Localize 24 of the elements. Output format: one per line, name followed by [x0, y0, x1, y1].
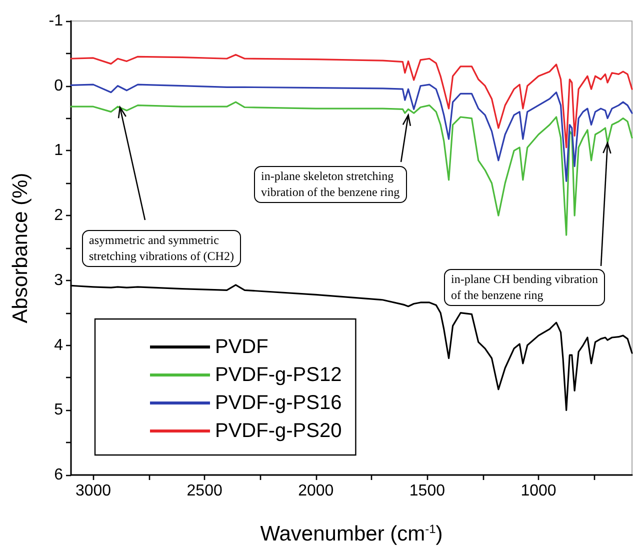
legend-label: PVDF-g-PS20 — [215, 420, 342, 442]
x-tick-label: 3000 — [75, 482, 112, 500]
line-series — [70, 84, 633, 182]
legend-label: PVDF-g-PS12 — [215, 364, 342, 386]
y-tick-label: 2 — [54, 207, 64, 224]
x-tick-label: 1000 — [520, 482, 556, 500]
x-tick-label: 2000 — [298, 482, 334, 500]
legend-label: PVDF-g-PS16 — [215, 392, 342, 414]
y-tick-label: 3 — [54, 272, 64, 289]
note-box: in-plane CH bending vibration of the benzene ring — [444, 269, 605, 306]
y-tick-label: 5 — [54, 402, 64, 419]
y-tick-label: 6 — [54, 466, 64, 484]
y-tick-label: -1 — [48, 12, 64, 30]
x-tick-label: 2500 — [186, 482, 222, 500]
x-tick-label: 1500 — [409, 482, 446, 500]
line-series — [70, 101, 633, 236]
y-tick-label: 1 — [54, 142, 64, 160]
note-box: in-plane skeleton stretching vibration of the benzene ring — [254, 166, 407, 204]
line-series — [70, 54, 633, 148]
y-tick-label: 0 — [54, 77, 64, 94]
legend-label: PVDF — [215, 336, 268, 358]
y-axis-title: Absorbance (%) — [9, 172, 32, 324]
y-tick-label: 4 — [54, 336, 64, 354]
note-box: asymmetric and symmetric stretching vibrations of (CH2) — [82, 230, 241, 268]
